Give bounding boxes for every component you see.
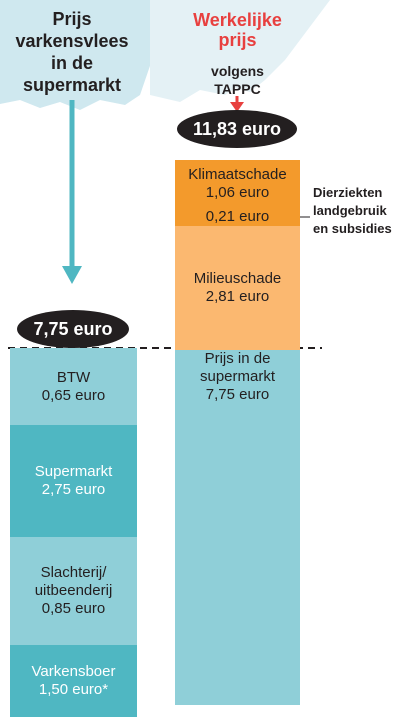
segment: BTW 0,65 euro <box>10 348 137 425</box>
segment-value: 0,85 euro <box>41 600 106 617</box>
segment-label: Milieuschade <box>193 270 282 287</box>
segment: Varkensboer 1,50 euro* <box>10 645 137 717</box>
right-total: 11,83 euro <box>177 110 297 148</box>
right-title: Werkelijke prijs <box>193 10 282 50</box>
segment-value: 0,21 euro <box>205 208 270 225</box>
segment-label: Klimaatschade <box>188 166 287 183</box>
segment-label: Supermarkt <box>34 463 113 480</box>
segment-value: 1,50 euro* <box>38 681 109 698</box>
side-note: Dierziekten landgebruik en subsidies <box>313 185 392 236</box>
segment: 0,21 euro <box>175 208 300 226</box>
arrow-head <box>62 266 82 284</box>
segment-value: 0,65 euro <box>41 386 106 404</box>
arrow-head <box>230 102 244 112</box>
segment-value: 7,75 euro <box>205 386 270 403</box>
segment-label: Varkensboer <box>31 663 116 680</box>
segment-value: 2,81 euro <box>205 288 270 305</box>
segment-label: BTW <box>56 368 91 386</box>
segment-value: 1,06 euro <box>205 184 270 201</box>
right-subtitle: volgens TAPPC <box>211 63 264 97</box>
segment: Klimaatschade 1,06 euro <box>175 160 300 208</box>
cloud <box>0 0 152 110</box>
segment: Prijs in de supermarkt 7,75 euro <box>175 350 300 705</box>
left-title: Prijs varkensvlees in de supermarkt <box>15 9 129 95</box>
segment-label: Prijs in de supermarkt <box>199 350 276 385</box>
segment: Slachterij/ uitbeenderij 0,85 euro <box>10 537 137 645</box>
segment-label: Slachterij/ uitbeenderij <box>34 564 113 599</box>
segment: Supermarkt 2,75 euro <box>10 425 137 537</box>
cloud <box>150 0 330 102</box>
segment-value: 2,75 euro <box>41 481 106 498</box>
segment: Milieuschade 2,81 euro <box>175 226 300 350</box>
left-total: 7,75 euro <box>17 310 129 348</box>
